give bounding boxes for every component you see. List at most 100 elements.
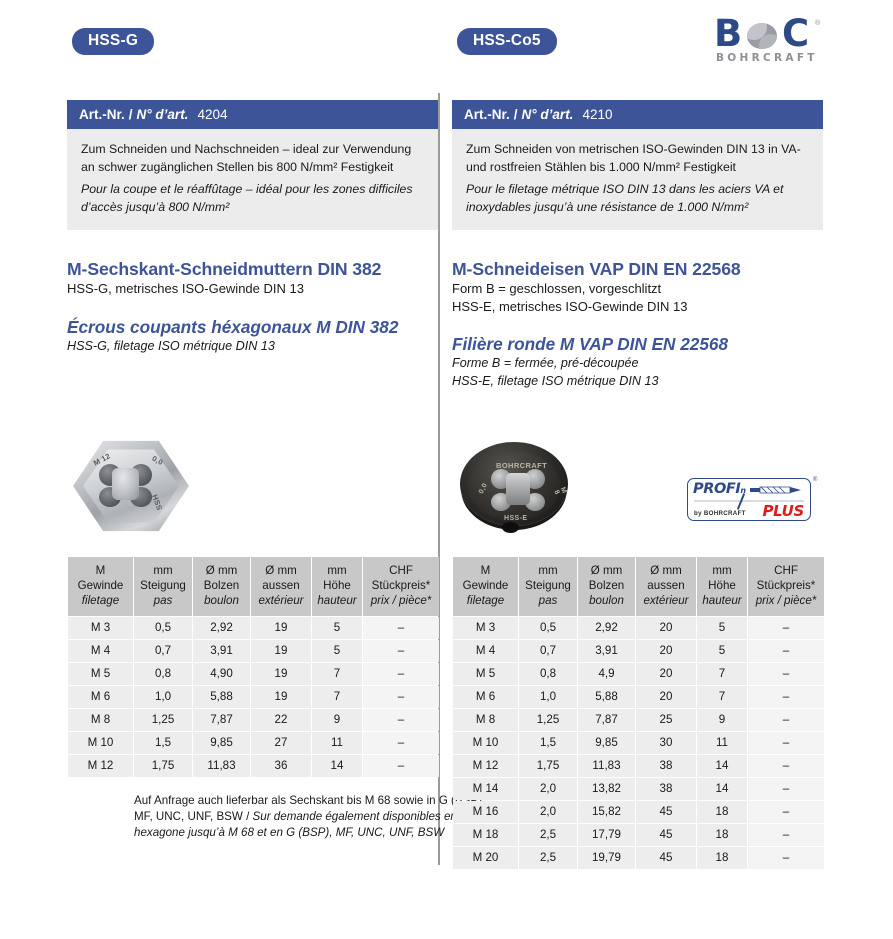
cell-outer: 38 [636,754,696,777]
cell-bolt: 2,92 [193,616,250,639]
cell-bolt: 3,91 [193,639,250,662]
table-row: M 18 2,5 17,79 45 18– [453,823,824,846]
table-body: M 3 0,5 2,92 20 5– M 4 0,7 3,91 20 5– M 5 0,8 4,9 20 7… [453,616,824,869]
cell-price: – [748,708,824,731]
die-face: BOHRCRAFT HSS-E 0,0 M 8 [468,451,568,522]
engraving-material: HSS-E [504,515,528,522]
table-row: M 16 2,0 15,82 45 18– [453,800,824,823]
product-titles-right: M-Schneideisen VAP DIN EN 22568 Form B =… [452,258,823,390]
header-line-1: mm [153,564,173,577]
cell-bolt: 11,83 [578,754,635,777]
product-title-fr: Filière ronde M VAP DIN EN 22568 [452,334,729,354]
cell-bolt: 3,91 [578,639,635,662]
cell-height: 7 [697,662,747,685]
profi-label: PROFIn [693,482,746,498]
cell-height: 5 [697,616,747,639]
product-titles-left: M-Sechskant-Schneidmuttern DIN 382 HSS-G… [67,258,438,355]
center-thread-bore [506,473,530,505]
col-header-price: CHF Stückpreis* prix / pièce* [748,557,824,616]
profi-by-label: by BOHRCRAFT [694,510,746,517]
cell-thread: M 20 [453,846,518,869]
cell-bolt: 5,88 [578,685,635,708]
header-line-2: aussen [647,579,685,593]
cell-price: – [363,685,439,708]
cell-price: – [748,777,824,800]
cell-thread: M 10 [68,731,133,754]
header-line-3: filetage [81,594,120,608]
table-row: M 12 1,75 11,83 36 14– [68,754,439,777]
header-line-2: Bolzen [203,579,240,593]
header-line-1: Ø mm [265,564,297,577]
header-line-1: CHF [774,564,798,577]
cell-outer: 27 [251,731,311,754]
cell-bolt: 4,90 [193,662,250,685]
material-badge-hss-g: HSS-G [72,28,155,55]
header-line-3: boulon [204,594,239,608]
cell-outer: 45 [636,846,696,869]
cell-outer: 30 [636,731,696,754]
cell-height: 18 [697,800,747,823]
cell-bolt: 19,79 [578,846,635,869]
cell-height: 7 [312,685,362,708]
col-header-height: mm Höhe hauteur [697,557,747,616]
cell-pitch: 1,5 [519,731,577,754]
table-row: M 10 1,5 9,85 27 11– [68,731,439,754]
cell-height: 11 [697,731,747,754]
table-head: M Gewinde filetage mm Steigung pas Ø mm … [453,557,824,616]
cell-outer: 19 [251,662,311,685]
cell-outer: 45 [636,800,696,823]
header-line-2: Steigung [140,579,186,593]
header-line-2: Gewinde [77,579,124,593]
cell-pitch: 0,8 [519,662,577,685]
cell-thread: M 16 [453,800,518,823]
product-title-de: M-Sechskant-Schneidmuttern DIN 382 [67,259,382,279]
cell-thread: M 3 [68,616,133,639]
article-label-fr: N° d’art. [521,107,574,122]
table-row: M 14 2,0 13,82 38 14– [453,777,824,800]
table-row: M 6 1,0 5,88 19 7– [68,685,439,708]
cell-outer: 20 [636,662,696,685]
cell-bolt: 9,85 [193,731,250,754]
cell-thread: M 8 [453,708,518,731]
article-separator: / [128,107,133,122]
cell-price: – [748,731,824,754]
header-line-3: prix / pièce* [370,594,432,608]
cell-pitch: 1,25 [519,708,577,731]
article-label-fr: N° d’art. [136,107,189,122]
cell-pitch: 2,0 [519,800,577,823]
cell-height: 14 [697,777,747,800]
cell-outer: 19 [251,685,311,708]
cell-height: 9 [697,708,747,731]
cell-price: – [748,662,824,685]
cell-outer: 20 [636,685,696,708]
description-de: Zum Schneiden von metrischen ISO-Gewinde… [466,142,801,174]
header-line-3: hauteur [702,594,742,608]
cell-price: – [748,800,824,823]
cell-thread: M 12 [453,754,518,777]
table-row: M 6 1,0 5,88 20 7– [453,685,824,708]
cell-pitch: 0,8 [134,662,192,685]
die-outer-body: BOHRCRAFT HSS-E 0,0 M 8 [460,442,568,533]
registered-trademark-icon: ® [813,477,818,483]
material-badge-hss-co5: HSS-Co5 [457,28,557,55]
cell-pitch: 1,0 [134,685,192,708]
badge-divider [694,500,804,502]
product-image-hex-die-nut: M 12 0,0 HSS [67,436,197,534]
cell-pitch: 0,5 [519,616,577,639]
header-line-3: filetage [466,594,505,608]
cell-price: – [748,846,824,869]
cell-outer: 45 [636,823,696,846]
header-line-1: mm [538,564,558,577]
cell-bolt: 2,92 [578,616,635,639]
cell-thread: M 8 [68,708,133,731]
registered-trademark-icon: ® [815,20,821,27]
cell-pitch: 1,5 [134,731,192,754]
header-line-2: Bolzen [588,579,625,593]
cell-pitch: 2,5 [519,846,577,869]
header-line-2: Höhe [323,579,351,593]
col-header-pitch: mm Steigung pas [519,557,577,616]
table-header-row: M Gewinde filetage mm Steigung pas Ø mm … [453,557,824,616]
product-image-round-die: BOHRCRAFT HSS-E 0,0 M 8 [452,436,582,534]
cell-pitch: 1,75 [519,754,577,777]
cell-pitch: 1,25 [134,708,192,731]
